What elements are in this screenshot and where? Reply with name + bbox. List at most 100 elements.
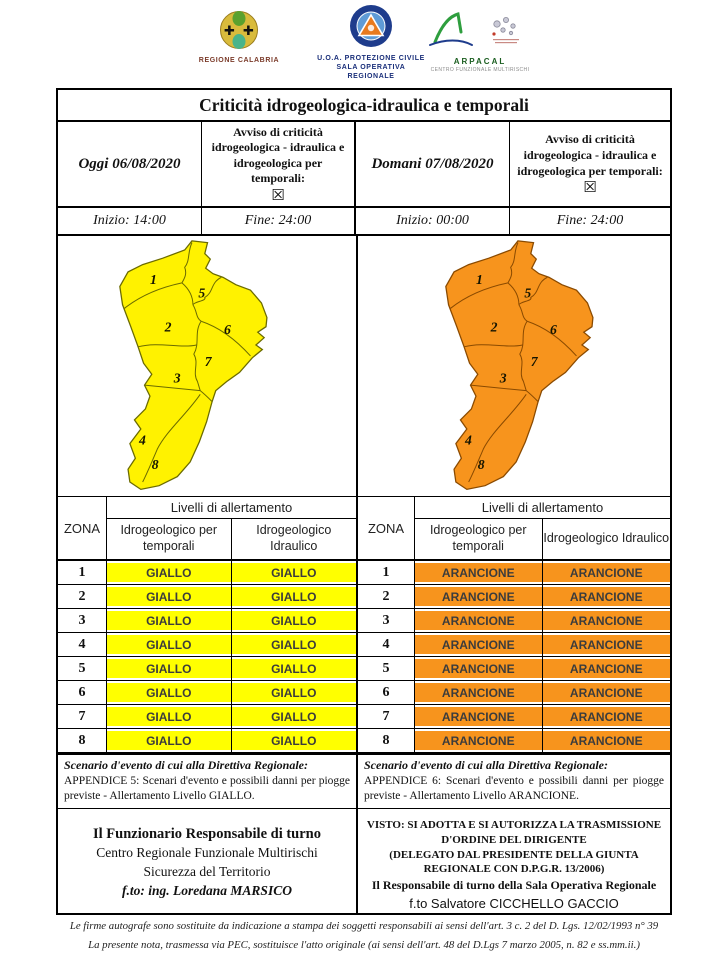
arpacal-emblem-icon (429, 12, 519, 46)
level-cell: ARANCIONE (415, 585, 543, 609)
level-cell: ARANCIONE (415, 681, 543, 705)
calabria-map-icon: 1 5 2 6 7 3 4 8 (445, 240, 594, 491)
map-zone-label: 4 (138, 433, 146, 448)
legal-footer: Le firme autografe sono sostituite da in… (56, 920, 672, 958)
scenario-today: Scenario d'evento di cui alla Direttiva … (58, 755, 358, 808)
logos-row: ✚ ✚ REGIONE CALABRIA U.O.A. PROTEZIONE C… (0, 0, 718, 88)
footer-line: La presente nota, trasmessa via PEC, sos… (88, 939, 640, 951)
zone-cell: 3 (58, 609, 107, 633)
map-zone-label: 3 (499, 370, 507, 385)
zone-cell: 6 (58, 681, 107, 705)
level-cell: ARANCIONE (542, 561, 670, 585)
zone-cell: 6 (358, 681, 415, 705)
footer-line: Le firme autografe sono sostituite da in… (69, 920, 659, 932)
map-zone-label: 6 (224, 322, 231, 337)
svg-text:✚: ✚ (224, 24, 235, 39)
level-cell: ARANCIONE (415, 729, 543, 753)
alert-tables-row: ZONA Livelli di allertamento Idrogeologi… (58, 497, 670, 755)
map-zone-label: 8 (152, 457, 159, 472)
level-cell: GIALLO (231, 657, 356, 681)
level-cell: ARANCIONE (542, 657, 670, 681)
date-tomorrow-cell: Domani 07/08/2020 (356, 122, 510, 208)
col-idraulico-header: Idrogeologico Idraulico (542, 519, 670, 561)
header-table: Oggi 06/08/2020 Avviso di criticità idro… (58, 122, 670, 236)
scenario-heading: Scenario d'evento di cui alla Direttiva … (364, 758, 608, 772)
arpacal-label: ARPACAL (453, 57, 507, 66)
level-cell: GIALLO (231, 585, 356, 609)
regione-calabria-label: REGIONE CALABRIA (198, 57, 280, 64)
avviso-today-text: Avviso di criticità idrogeologica - idra… (211, 124, 345, 186)
level-cell: GIALLO (231, 705, 356, 729)
zone-cell: 1 (58, 561, 107, 585)
map-zone-label: 7 (205, 354, 213, 369)
bulletin-sheet: Criticità idrogeologica-idraulica e temp… (56, 88, 672, 915)
zone-cell: 2 (58, 585, 107, 609)
level-cell: GIALLO (231, 561, 356, 585)
level-cell: ARANCIONE (415, 561, 543, 585)
zone-cell: 5 (358, 657, 415, 681)
zone-cell: 5 (58, 657, 107, 681)
level-cell: ARANCIONE (542, 729, 670, 753)
map-zone-label: 1 (150, 272, 157, 287)
level-cell: ARANCIONE (415, 633, 543, 657)
avviso-today-cell: Avviso di criticità idrogeologica - idra… (202, 122, 356, 208)
level-cell: GIALLO (231, 729, 356, 753)
maps-row: 1 5 2 6 7 3 4 8 (58, 236, 670, 497)
signature-left: Il Funzionario Responsabile di turno Cen… (58, 808, 358, 913)
level-cell: GIALLO (107, 609, 232, 633)
level-cell: GIALLO (107, 585, 232, 609)
inizio-tomorrow: Inizio: 00:00 (356, 208, 510, 236)
zona-header: ZONA (358, 497, 415, 561)
zone-cell: 7 (58, 705, 107, 729)
level-cell: ARANCIONE (542, 609, 670, 633)
zone-cell: 8 (58, 729, 107, 753)
map-zone-label: 4 (464, 433, 472, 448)
zone-table-today: ZONA Livelli di allertamento Idrogeologi… (58, 497, 358, 753)
map-zone-label: 5 (524, 285, 531, 300)
scenario-body: APPENDICE 6: Scenari d'evento e possibil… (364, 774, 664, 802)
fine-today: Fine: 24:00 (202, 208, 356, 236)
avviso-tomorrow-cell: Avviso di criticità idrogeologica - idra… (510, 122, 670, 208)
level-cell: GIALLO (231, 633, 356, 657)
date-tomorrow: Domani 07/08/2020 (371, 155, 494, 172)
level-cell: ARANCIONE (542, 681, 670, 705)
checkbox-checked-icon: ☒ (271, 185, 285, 204)
zone-cell: 3 (358, 609, 415, 633)
arpacal-sublabel: CENTRO FUNZIONALE MULTIRISCHI (430, 67, 530, 73)
level-cell: GIALLO (107, 561, 232, 585)
fine-tomorrow: Fine: 24:00 (510, 208, 670, 236)
map-zone-label: 5 (198, 285, 205, 300)
level-cell: ARANCIONE (542, 705, 670, 729)
levels-header: Livelli di allertamento (415, 497, 670, 519)
level-cell: ARANCIONE (542, 585, 670, 609)
avviso-tomorrow-text: Avviso di criticità idrogeologica - idra… (517, 132, 663, 178)
date-today: Oggi 06/08/2020 (78, 155, 181, 172)
protezione-civile-label: U.O.A. PROTEZIONE CIVILE SALA OPERATIVA … (317, 55, 425, 80)
document-title: Criticità idrogeologica-idraulica e temp… (58, 90, 670, 122)
calabria-map-icon: 1 5 2 6 7 3 4 8 (119, 240, 268, 491)
protezione-civile-emblem-icon (350, 5, 392, 47)
zone-cell: 4 (58, 633, 107, 657)
level-cell: GIALLO (107, 657, 232, 681)
signature-right: VISTO: SI ADOTTA E SI AUTORIZZA LA TRASM… (358, 809, 670, 913)
map-zone-label: 8 (478, 457, 485, 472)
zone-cell: 7 (358, 705, 415, 729)
level-cell: GIALLO (231, 609, 356, 633)
signature-name: f.to: ing. Loredana MARSICO (122, 882, 292, 898)
zone-table-tomorrow: ZONA Livelli di allertamento Idrogeologi… (358, 497, 670, 753)
scenario-row: Scenario d'evento di cui alla Direttiva … (58, 755, 670, 809)
map-zone-label: 1 (476, 272, 483, 287)
scenario-heading: Scenario d'evento di cui alla Direttiva … (64, 758, 308, 772)
protezione-civile-logo: U.O.A. PROTEZIONE CIVILE SALA OPERATIVA … (312, 4, 430, 81)
svg-text:✚: ✚ (243, 24, 254, 39)
levels-header: Livelli di allertamento (107, 497, 356, 519)
calabria-map-tomorrow: 1 5 2 6 7 3 4 8 (358, 236, 670, 496)
inizio-today: Inizio: 14:00 (58, 208, 202, 236)
zone-cell: 8 (358, 729, 415, 753)
zone-cell: 1 (358, 561, 415, 585)
col-temporali-header: Idrogeologico per temporali (107, 519, 232, 561)
level-cell: ARANCIONE (542, 633, 670, 657)
map-zone-label: 3 (173, 370, 181, 385)
checkbox-checked-icon: ☒ (583, 178, 597, 197)
